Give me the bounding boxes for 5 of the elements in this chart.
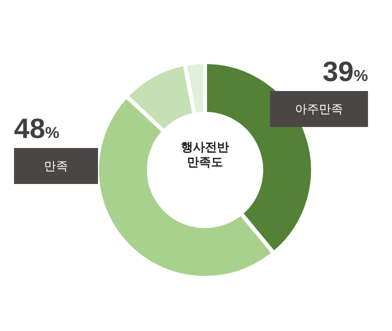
- slice-label: 아주만족: [270, 91, 368, 127]
- data-label: 39%: [322, 56, 368, 89]
- slice-label: 만족: [14, 148, 98, 184]
- text: 행사전반 만족도: [180, 140, 230, 170]
- data-label: 48%: [14, 113, 60, 146]
